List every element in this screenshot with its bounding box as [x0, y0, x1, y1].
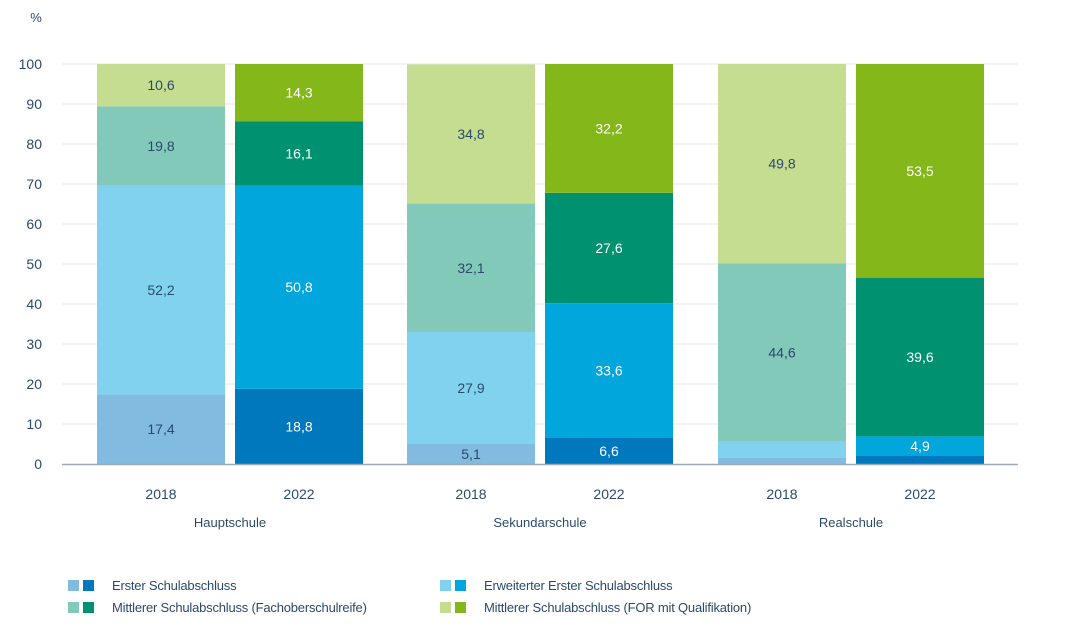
x-tick-label: 2022 [283, 486, 314, 502]
bar-segment [97, 64, 225, 107]
data-label: 4,9 [910, 438, 930, 454]
data-label: 14,3 [285, 85, 312, 101]
y-tick-label: 50 [26, 256, 42, 272]
data-label: 44,6 [768, 344, 795, 360]
y-tick-label: 80 [26, 136, 42, 152]
bar-segment [235, 388, 363, 464]
data-label: 32,2 [595, 120, 622, 136]
legend-item-erweiterter: Erweiterter Erster Schulabschluss [440, 578, 673, 593]
data-label: 19,8 [147, 138, 174, 154]
group-label: Hauptschule [194, 515, 266, 530]
legend-label: Erweiterter Erster Schulabschluss [484, 578, 673, 593]
bar-segment [235, 121, 363, 186]
data-label: 49,8 [768, 156, 795, 172]
x-tick-label: 2022 [904, 486, 935, 502]
bar-segment [545, 303, 673, 438]
bar-segment [407, 64, 535, 204]
data-label: 53,5 [906, 163, 933, 179]
legend-swatch-2018 [68, 580, 79, 591]
bar-segment [407, 203, 535, 332]
legend-item-for-qualifikation: Mittlerer Schulabschluss (FOR mit Qualif… [440, 600, 751, 615]
y-tick-label: 60 [26, 216, 42, 232]
x-tick-label: 2018 [766, 486, 797, 502]
data-label: 32,1 [457, 260, 484, 276]
data-label: 52,2 [147, 282, 174, 298]
legend-swatch-2022 [83, 580, 94, 591]
bar-segment [718, 64, 846, 264]
group-label: Realschule [819, 515, 883, 530]
data-label: 16,1 [285, 145, 312, 161]
legend-swatch-2022 [455, 580, 466, 591]
bar-segment [407, 332, 535, 444]
y-tick-label: 0 [34, 456, 42, 472]
bar-segment [856, 278, 984, 437]
bar-segment [97, 185, 225, 395]
data-label: 17,4 [147, 421, 174, 437]
legend-item-fachoberschulreife: Mittlerer Schulabschluss (Fachoberschulr… [68, 600, 367, 615]
legend-label: Mittlerer Schulabschluss (Fachoberschulr… [112, 600, 367, 615]
data-label: 27,9 [457, 380, 484, 396]
legend-swatch-2018 [440, 580, 451, 591]
x-tick-label: 2022 [593, 486, 624, 502]
bar-segment [856, 64, 984, 278]
bar-segment [235, 185, 363, 389]
group-label: Sekundarschule [493, 515, 586, 530]
data-label: 5,1 [461, 446, 481, 462]
y-tick-label: 30 [26, 336, 42, 352]
y-tick-label: 70 [26, 176, 42, 192]
stacked-bar-chart: % 0 10 20 30 40 50 60 70 80 90 100 17,4 52,2 19,8 10,6 2… [19, 10, 1018, 530]
bar-segment [856, 456, 984, 464]
data-label: 34,8 [457, 126, 484, 142]
legend-label: Erster Schulabschluss [112, 578, 237, 593]
bar-segment [97, 106, 225, 186]
legend-item-erster: Erster Schulabschluss [68, 578, 237, 593]
y-tick-label: 100 [19, 56, 43, 72]
legend-swatch-2018 [68, 602, 79, 613]
data-label: 33,6 [595, 362, 622, 378]
bar-segment [718, 458, 846, 464]
y-tick-label: 10 [26, 416, 42, 432]
legend-swatch-2018 [440, 602, 451, 613]
legend-swatch-2022 [83, 602, 94, 613]
bar-segment [718, 441, 846, 458]
x-tick-label: 2018 [145, 486, 176, 502]
y-tick-label: 40 [26, 296, 42, 312]
legend-swatch-2022 [455, 602, 466, 613]
data-label: 50,8 [285, 279, 312, 295]
bar-segment [407, 443, 535, 464]
bar-segment [718, 263, 846, 442]
data-label: 27,6 [595, 240, 622, 256]
bar-segment [856, 436, 984, 456]
data-label: 18,8 [285, 418, 312, 434]
y-tick-label: 20 [26, 376, 42, 392]
legend-label: Mittlerer Schulabschluss (FOR mit Qualif… [484, 600, 752, 615]
data-label: 6,6 [599, 443, 619, 459]
bar-segment [545, 192, 673, 304]
data-label: 39,6 [906, 349, 933, 365]
data-label: 10,6 [147, 77, 174, 93]
bar-segment [235, 64, 363, 122]
bar-segment [97, 394, 225, 464]
bar-segment [545, 64, 673, 193]
x-tick-label: 2018 [455, 486, 486, 502]
y-tick-label: 90 [26, 96, 42, 112]
y-axis-label: % [30, 10, 42, 25]
bar-segment [545, 437, 673, 464]
